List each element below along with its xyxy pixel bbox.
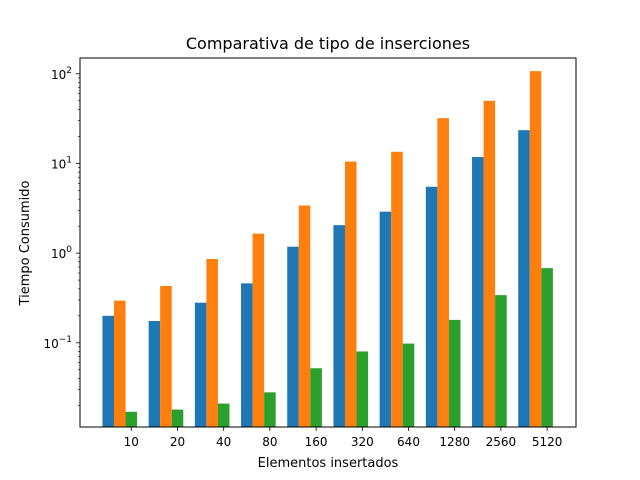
bar-series-1-20 xyxy=(148,320,161,427)
y-tick-label: 101 xyxy=(51,155,72,171)
x-tick-label: 1280 xyxy=(439,435,470,449)
x-tick-label: 160 xyxy=(305,435,328,449)
bar-series-2-20 xyxy=(160,285,172,427)
bar-series-2-40 xyxy=(206,258,218,427)
bar-series-3-10 xyxy=(125,411,138,427)
bar-series-3-1280 xyxy=(448,319,461,427)
bar-series-1-80 xyxy=(241,283,253,427)
bar-series-1-320 xyxy=(333,225,345,427)
y-tick-label: 10−1 xyxy=(43,335,72,351)
bar-series-1-10 xyxy=(102,315,114,427)
bar-series-1-40 xyxy=(194,302,207,427)
y-tick-label: 102 xyxy=(51,66,72,82)
plot-frame xyxy=(79,57,577,428)
bar-series-2-5120 xyxy=(529,71,542,428)
y-axis-ticks: 10−1 100 101 102 xyxy=(43,66,80,406)
bar-series-3-80 xyxy=(264,392,276,427)
bar-series-2-160 xyxy=(298,205,311,427)
chart-title: Comparativa de tipo de inserciones xyxy=(186,34,470,53)
y-tick-label: 100 xyxy=(51,245,72,261)
x-tick-label: 2560 xyxy=(486,435,517,449)
bar-series-3-40 xyxy=(217,403,230,427)
x-axis-label: Elementos insertados xyxy=(258,456,399,471)
bar-series-1-640 xyxy=(379,211,392,427)
bar-series-2-80 xyxy=(252,233,265,427)
bar-series-1-1280 xyxy=(425,186,438,427)
x-axis-ticks: 10 20 40 80 160 320 640 1280 2560 5120 xyxy=(124,427,563,449)
bar-series-2-320 xyxy=(344,161,357,428)
y-axis-label: Tiempo Consumido xyxy=(18,180,33,306)
bar-series-3-20 xyxy=(171,409,184,427)
bar-series-3-640 xyxy=(402,343,415,427)
bar-series-1-5120 xyxy=(518,130,530,427)
x-tick-label: 320 xyxy=(351,435,374,449)
bar-series-3-160 xyxy=(310,368,322,427)
bars-group xyxy=(102,71,553,428)
x-tick-label: 40 xyxy=(216,435,231,449)
x-tick-label: 640 xyxy=(397,435,420,449)
bar-series-3-2560 xyxy=(495,295,507,427)
x-tick-label: 20 xyxy=(170,435,185,449)
bar-series-2-1280 xyxy=(437,118,449,427)
x-tick-label: 80 xyxy=(262,435,277,449)
x-tick-label: 10 xyxy=(124,435,139,449)
bar-series-3-5120 xyxy=(541,268,553,427)
bar-series-2-10 xyxy=(113,300,126,427)
bar-series-2-2560 xyxy=(483,100,496,427)
bar-series-3-320 xyxy=(356,351,369,427)
bar-series-1-2560 xyxy=(472,157,484,427)
x-tick-label: 5120 xyxy=(532,435,563,449)
bar-series-2-640 xyxy=(391,151,403,427)
bar-series-1-160 xyxy=(287,246,299,427)
